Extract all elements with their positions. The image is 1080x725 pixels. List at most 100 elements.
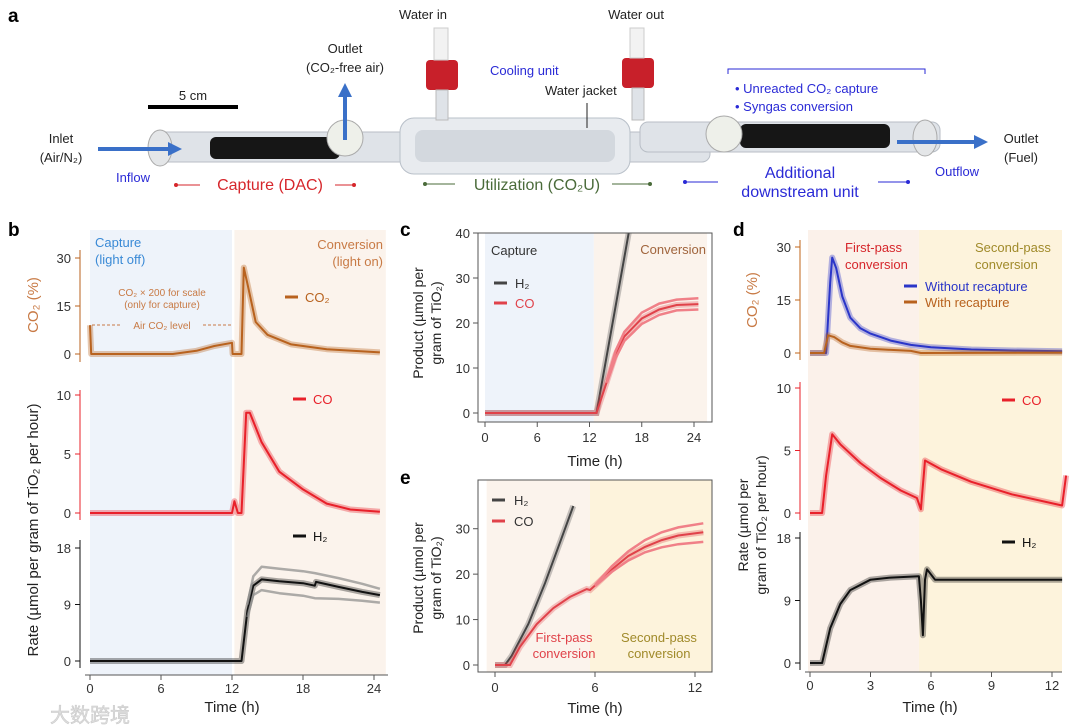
- series-line-b-co: [90, 411, 380, 514]
- ds-span-dot-left: [683, 180, 687, 184]
- second-pass-label-d: Second-pass: [975, 240, 1051, 255]
- bullet-unreacted-co2: • Unreacted CO₂ capture: [735, 81, 878, 96]
- x-tick-label-b: 24: [367, 681, 381, 696]
- outlet-fuel-sublabel: (Fuel): [1004, 150, 1038, 165]
- y-tick-label-b-0: 30: [57, 251, 71, 266]
- x-tick-label-e: 6: [591, 680, 598, 695]
- inflow-arrowhead: [168, 142, 182, 156]
- series-line-d-with-recapture: [810, 334, 1063, 354]
- y-tick-label-e: 30: [456, 522, 470, 537]
- outlet-top-sublabel: (CO₂-free air): [306, 60, 384, 75]
- legend-h2-label-e: H₂: [514, 493, 528, 508]
- legend-co-label-e: CO: [514, 514, 534, 529]
- y-tick-label-d-1: 10: [777, 381, 791, 396]
- y-axis-label-c-1: Product (µmol per: [410, 267, 426, 379]
- y-axis-label-c-2: gram of TiO₂): [428, 281, 444, 364]
- y-tick-label-d-0: 15: [777, 293, 791, 308]
- x-axis-label-d: Time (h): [902, 699, 957, 716]
- second-pass-label-e: Second-pass: [621, 630, 697, 645]
- panel-letter-c: c: [400, 220, 411, 241]
- y-axis-label-e-1: Product (µmol per: [410, 522, 426, 634]
- bullet-syngas: • Syngas conversion: [735, 99, 853, 114]
- legend-h2-label-d: H₂: [1022, 535, 1036, 550]
- x-tick-label-b: 0: [86, 681, 93, 696]
- chart-backgrounds: [90, 230, 1062, 675]
- panel-letter-b: b: [8, 220, 20, 241]
- first-pass-sublabel-d: conversion: [845, 257, 908, 272]
- region-bg-d-1: [918, 230, 1062, 672]
- y-axis-label-rate: Rate (µmol per gram of TiO₂ per hour): [25, 404, 42, 657]
- y-tick-label-b-0: 15: [57, 299, 71, 314]
- capture-span-dot-right: [352, 183, 356, 187]
- inflow-label: Inflow: [116, 170, 151, 185]
- series-line-d-h-: [810, 568, 1063, 664]
- region-bg-b-0: [90, 230, 232, 675]
- region-bg-e-1: [590, 480, 712, 672]
- x-tick-label-b: 6: [157, 681, 164, 696]
- capture-span-dot-left: [174, 183, 178, 187]
- y-tick-label-b-1: 5: [64, 447, 71, 462]
- x-axis-label-e: Time (h): [567, 700, 622, 717]
- x-tick-label-d: 3: [867, 678, 874, 693]
- x-tick-label-c: 24: [687, 430, 701, 445]
- plot-area-e: [495, 504, 704, 668]
- chart-marks: [87, 233, 1070, 668]
- x-tick-label-c: 12: [582, 430, 596, 445]
- y-tick-label-d-2: 18: [777, 531, 791, 546]
- water-out-label: Water out: [608, 7, 664, 22]
- second-pass-sublabel-d: conversion: [975, 257, 1038, 272]
- x-axis-label-c: Time (h): [567, 453, 622, 470]
- y-tick-label-d-2: 0: [784, 656, 791, 671]
- legend-co-label-d: CO: [1022, 393, 1042, 408]
- region-bg-e-0: [486, 480, 590, 672]
- x-tick-label-d: 6: [927, 678, 934, 693]
- y-tick-label-e: 20: [456, 567, 470, 582]
- scale-annotation-sub: (only for capture): [124, 300, 200, 311]
- outflow-label: Outflow: [935, 164, 980, 179]
- series-line-c-co-upper: [605, 297, 699, 381]
- outlet-arrowhead: [338, 83, 352, 97]
- y-tick-label-d-1: 5: [784, 444, 791, 459]
- sorbent-coil-downstream: [740, 124, 890, 148]
- water-in-nozzle: [433, 27, 449, 61]
- first-pass-sublabel-e: conversion: [533, 646, 596, 661]
- series-line-b-h-lower: [246, 588, 381, 618]
- valve-right: [705, 115, 743, 153]
- legend-co2-label: CO₂: [305, 290, 330, 305]
- utilization-span: Utilization (CO₂U): [423, 177, 652, 194]
- first-pass-label-d: First-pass: [845, 240, 903, 255]
- y-tick-label-b-2: 18: [57, 541, 71, 556]
- legend-with-recapture-label: With recapture: [925, 295, 1010, 310]
- downstream-bracket: [727, 68, 926, 74]
- panel-letter-e: e: [400, 468, 411, 489]
- y-tick-label-c: 30: [456, 271, 470, 286]
- y-tick-label-d-2: 9: [784, 594, 791, 609]
- x-tick-label-d: 9: [988, 678, 995, 693]
- inner-tube: [415, 130, 615, 162]
- x-tick-label-b: 18: [296, 681, 310, 696]
- y-tick-label-b-1: 10: [57, 388, 71, 403]
- region-bg-c-0: [485, 233, 594, 422]
- second-pass-sublabel-e: conversion: [628, 646, 691, 661]
- x-tick-label-e: 12: [688, 680, 702, 695]
- series-line-b-h-: [90, 578, 381, 662]
- series-line-b-h-upper: [246, 565, 381, 605]
- y-tick-label-d-0: 0: [784, 346, 791, 361]
- series-line-e-co-lower: [594, 540, 704, 587]
- y-axis-label-rate-d-2: gram of TiO₂ per hour): [753, 455, 769, 594]
- downstream-span: Additional downstream unit: [683, 165, 910, 201]
- water-out-cap: [622, 58, 654, 88]
- x-tick-label-e: 0: [491, 680, 498, 695]
- water-in-label: Water in: [399, 7, 447, 22]
- x-axis-label-b: Time (h): [204, 699, 259, 716]
- series-line-d-co: [810, 433, 1068, 514]
- y-tick-label-e: 10: [456, 613, 470, 628]
- y-tick-label-b-2: 0: [64, 654, 71, 669]
- y-tick-label-b-2: 9: [64, 598, 71, 613]
- capture-label: Capture (DAC): [217, 177, 323, 194]
- panel-letter-d: d: [733, 220, 745, 241]
- conversion-region-label: Conversion: [317, 237, 383, 252]
- utilization-label: Utilization (CO₂U): [474, 177, 600, 194]
- series-line-d-without-recapture: [810, 256, 1063, 354]
